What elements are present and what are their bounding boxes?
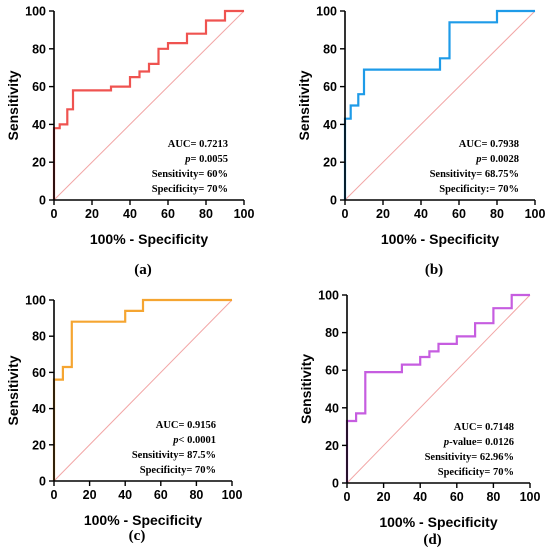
panel-d-x-tick-label: 0 <box>344 490 351 504</box>
panel-d-label: (d) <box>423 532 441 548</box>
panel-c-y-axis-label: Sensitivity <box>5 355 21 425</box>
panel-a-stat-auc: AUC= 0.7213 <box>168 139 228 150</box>
panel-b-x-axis-label: 100% - Specificity <box>381 231 499 247</box>
panel-b-stat-specificity: Specificity:= 70% <box>439 184 519 195</box>
panel-c-x-axis-label: 100% - Specificity <box>84 512 202 528</box>
panel-d-reference-line <box>346 294 531 484</box>
panel-a-stat-specificity: Specificity= 70% <box>152 184 228 195</box>
panel-a-x-axis-label: 100% - Specificity <box>90 231 208 247</box>
panel-a-y-tick-label: 60 <box>32 80 46 94</box>
panel-b-y-tick-label: 0 <box>330 194 337 208</box>
panel-c-y-tick-label: 60 <box>32 366 46 380</box>
panel-d-y-tick-label: 20 <box>325 439 339 453</box>
panel-a-reference-line <box>53 10 245 201</box>
panel-d-stat-p: p-value= 0.0126 <box>443 437 514 448</box>
panel-d-stat-sensitivity: Sensitivity= 62.96% <box>425 452 514 463</box>
panel-d: 0 20 40 60 80 100 0 20 40 60 80 100 100% - Specifici… <box>298 289 540 549</box>
panel-b-x-tick-label: 100 <box>525 207 546 221</box>
panel-a: 0 20 40 60 80 100 0 20 40 60 80 100 100% - Specifici… <box>5 5 254 279</box>
panel-b-y-tick-label: 60 <box>323 80 337 94</box>
panel-c-y-tick-label: 0 <box>39 475 46 489</box>
panel-a-x-tick-label: 60 <box>161 207 175 221</box>
panel-d-y-axis-label: Sensitivity <box>298 354 314 424</box>
panel-a-stat-p: p= 0.0055 <box>184 154 228 165</box>
panel-c-x-tick-label: 80 <box>189 488 203 502</box>
panel-a-y-axis-label: Sensitivity <box>5 70 21 140</box>
panel-a-x-tick-label: 0 <box>51 207 58 221</box>
panel-d-x-tick-label: 20 <box>377 490 391 504</box>
panel-c-x-tick-label: 100 <box>222 488 243 502</box>
panel-c-y-tick-label: 40 <box>32 402 46 416</box>
panel-a-x-tick-label: 20 <box>85 207 99 221</box>
panel-b-y-axis-label: Sensitivity <box>296 70 312 140</box>
panel-b-reference-line <box>344 10 536 201</box>
panel-b-y-tick-label: 20 <box>323 156 337 170</box>
panel-d-y-tick-label: 40 <box>325 401 339 415</box>
panel-c-stat-auc: AUC= 0.9156 <box>156 420 216 431</box>
panel-b-y-tick-label: 80 <box>323 42 337 56</box>
panel-c-stat-specificity: Specificity= 70% <box>140 465 216 476</box>
panel-c-label: (c) <box>129 528 146 544</box>
panel-d-x-tick-label: 60 <box>450 490 464 504</box>
panel-c-x-tick-label: 60 <box>154 488 168 502</box>
panel-a-y-tick-label: 20 <box>32 156 46 170</box>
panel-d-x-axis-label: 100% - Specificity <box>379 514 497 530</box>
panel-c-stat-sensitivity: Sensitivity= 87.5% <box>132 450 216 461</box>
panel-b-label: (b) <box>425 262 443 278</box>
panel-d-y-tick-label: 0 <box>332 477 339 491</box>
panel-c-stat-p: p< 0.0001 <box>172 435 216 446</box>
panel-a-x-tick-label: 40 <box>123 207 137 221</box>
panel-b-y-tick-label: 100 <box>316 5 337 19</box>
panel-b-x-tick-label: 0 <box>342 207 349 221</box>
panel-a-x-tick-label: 100 <box>234 207 255 221</box>
panel-c-y-tick-label: 20 <box>32 438 46 452</box>
panel-b-y-tick-label: 40 <box>323 118 337 132</box>
panel-c-y-tick-label: 100 <box>25 294 46 308</box>
panel-d-roc-curve <box>345 293 530 483</box>
panel-a-y-tick-label: 100 <box>25 5 46 19</box>
panel-d-x-tick-label: 100 <box>520 490 541 504</box>
panel-b-stat-sensitivity: Sensitivity= 68.75% <box>430 169 519 180</box>
panel-b-x-tick-label: 80 <box>490 207 504 221</box>
panel-d-x-tick-label: 40 <box>413 490 427 504</box>
panel-a-x-tick-label: 80 <box>199 207 213 221</box>
panel-a-y-tick-label: 0 <box>39 194 46 208</box>
panel-a-stat-sensitivity: Sensitivity= 60% <box>152 169 228 180</box>
panel-d-y-tick-label: 80 <box>325 326 339 340</box>
panel-a-y-tick-label: 40 <box>32 118 46 132</box>
panel-b-x-tick-label: 60 <box>452 207 466 221</box>
panel-b-roc-curve <box>343 9 535 200</box>
panel-a-y-tick-label: 80 <box>32 42 46 56</box>
panel-c-roc-curve <box>52 298 232 481</box>
panel-c-x-tick-label: 20 <box>83 488 97 502</box>
panel-d-x-tick-label: 80 <box>486 490 500 504</box>
panel-c-y-tick-label: 80 <box>32 330 46 344</box>
panel-c-reference-line <box>53 299 233 482</box>
panel-c-x-tick-label: 0 <box>51 488 58 502</box>
panel-c-x-tick-label: 40 <box>118 488 132 502</box>
panel-d-stat-auc: AUC= 0.7148 <box>454 422 514 433</box>
panel-a-roc-curve <box>52 9 244 200</box>
panel-b-stat-auc: AUC= 0.7938 <box>459 139 519 150</box>
panel-b-x-tick-label: 20 <box>376 207 390 221</box>
panel-b-stat-p: p= 0.0028 <box>475 154 519 165</box>
panel-d-y-tick-label: 100 <box>318 289 339 303</box>
panel-a-label: (a) <box>134 262 152 278</box>
panel-b: 0 20 40 60 80 100 0 20 40 60 80 100 100% - Specifici… <box>296 5 545 279</box>
panel-b-x-tick-label: 40 <box>414 207 428 221</box>
panel-d-y-tick-label: 60 <box>325 364 339 378</box>
panel-d-stat-specificity: Specificity= 70% <box>438 467 514 478</box>
panel-c: 0 20 40 60 80 100 0 20 40 60 80 100 100% - Specifici… <box>5 294 242 545</box>
